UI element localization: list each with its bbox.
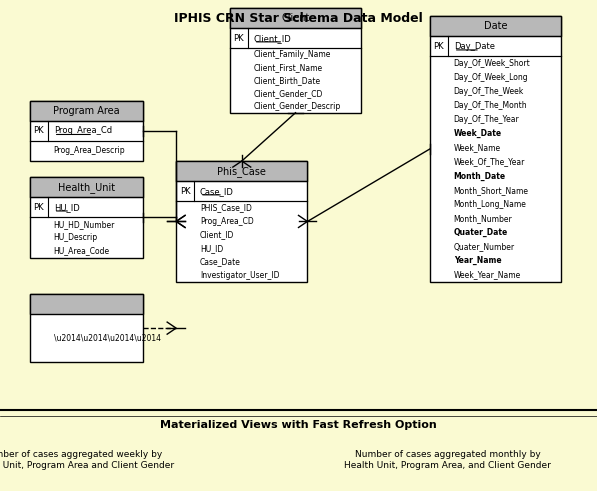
Text: PHIS_Case_ID: PHIS_Case_ID [200, 204, 252, 213]
Bar [430, 16, 561, 36]
Bar [30, 101, 143, 161]
Text: HU_HD_Number: HU_HD_Number [54, 219, 115, 229]
Text: Week_Of_The_Year: Week_Of_The_Year [454, 158, 525, 166]
Text: Day_Of_The_Week: Day_Of_The_Week [454, 87, 524, 96]
Text: PK: PK [33, 203, 44, 212]
Bar [30, 294, 143, 314]
Text: Date: Date [484, 21, 507, 31]
Text: Client_Birth_Date: Client_Birth_Date [254, 76, 321, 85]
Text: Client_Family_Name: Client_Family_Name [254, 50, 331, 59]
Text: PK: PK [33, 126, 44, 136]
Text: Month_Long_Name: Month_Long_Name [454, 200, 527, 209]
Text: Month_Number: Month_Number [454, 214, 512, 223]
Bar [430, 16, 561, 282]
Text: Materialized Views with Fast Refresh Option: Materialized Views with Fast Refresh Opt… [160, 420, 437, 430]
Text: PK: PK [233, 34, 244, 43]
Text: Phis_Case: Phis_Case [217, 165, 266, 177]
Bar [30, 177, 143, 258]
Text: Week_Year_Name: Week_Year_Name [454, 270, 521, 279]
Text: Month_Short_Name: Month_Short_Name [454, 186, 529, 195]
Bar [30, 101, 143, 121]
Text: Prog_Area_CD: Prog_Area_CD [200, 217, 254, 226]
Text: Day_Of_Week_Long: Day_Of_Week_Long [454, 73, 528, 82]
Text: HU_ID: HU_ID [54, 203, 79, 212]
Bar [30, 294, 143, 362]
Text: IPHIS CRN Star Schema Data Model: IPHIS CRN Star Schema Data Model [174, 12, 423, 25]
Text: Number of cases aggregated monthly by
Health Unit, Program Area, and Client Gend: Number of cases aggregated monthly by He… [344, 450, 551, 470]
Bar [176, 161, 307, 282]
Text: Number of cases aggregated weekly by
Health Unit, Program Area and Client Gender: Number of cases aggregated weekly by Hea… [0, 450, 174, 470]
Text: Prog_Area_Cd: Prog_Area_Cd [54, 126, 112, 136]
Bar [230, 8, 361, 113]
Text: Case_ID: Case_ID [200, 187, 234, 196]
Text: Day_Of_The_Year: Day_Of_The_Year [454, 115, 519, 124]
Text: Client: Client [281, 13, 310, 23]
Bar [230, 8, 361, 28]
Text: Case_Date: Case_Date [200, 257, 241, 266]
Text: Year_Name: Year_Name [454, 256, 501, 265]
Text: \u2014\u2014\u2014\u2014: \u2014\u2014\u2014\u2014 [54, 334, 161, 343]
Text: HU_Area_Code: HU_Area_Code [54, 246, 110, 255]
Text: PK: PK [433, 42, 444, 51]
Text: Prog_Area_Descrip: Prog_Area_Descrip [54, 146, 125, 156]
Text: Client_Gender_Descrip: Client_Gender_Descrip [254, 102, 341, 111]
Text: Week_Date: Week_Date [454, 129, 502, 138]
Bar [176, 161, 307, 181]
Text: Quater_Number: Quater_Number [454, 242, 515, 251]
Text: Day_Of_The_Month: Day_Of_The_Month [454, 101, 527, 110]
Text: HU_ID: HU_ID [200, 244, 223, 253]
Text: Client_Gender_CD: Client_Gender_CD [254, 89, 323, 98]
Text: PK: PK [180, 187, 190, 196]
Text: Health_Unit: Health_Unit [58, 182, 115, 192]
Text: HU_Descrip: HU_Descrip [54, 233, 98, 242]
Text: Month_Date: Month_Date [454, 171, 506, 181]
Text: Quater_Date: Quater_Date [454, 228, 508, 237]
Text: Program Area: Program Area [53, 106, 120, 116]
Text: Client_First_Name: Client_First_Name [254, 63, 323, 72]
Bar [30, 177, 143, 197]
Text: Day_Of_Week_Short: Day_Of_Week_Short [454, 59, 531, 68]
Text: Client_ID: Client_ID [254, 34, 291, 43]
Text: Week_Name: Week_Name [454, 143, 501, 153]
Text: Client_ID: Client_ID [200, 230, 235, 239]
Text: Investigator_User_ID: Investigator_User_ID [200, 271, 279, 279]
Text: Day_Date: Day_Date [454, 42, 495, 51]
